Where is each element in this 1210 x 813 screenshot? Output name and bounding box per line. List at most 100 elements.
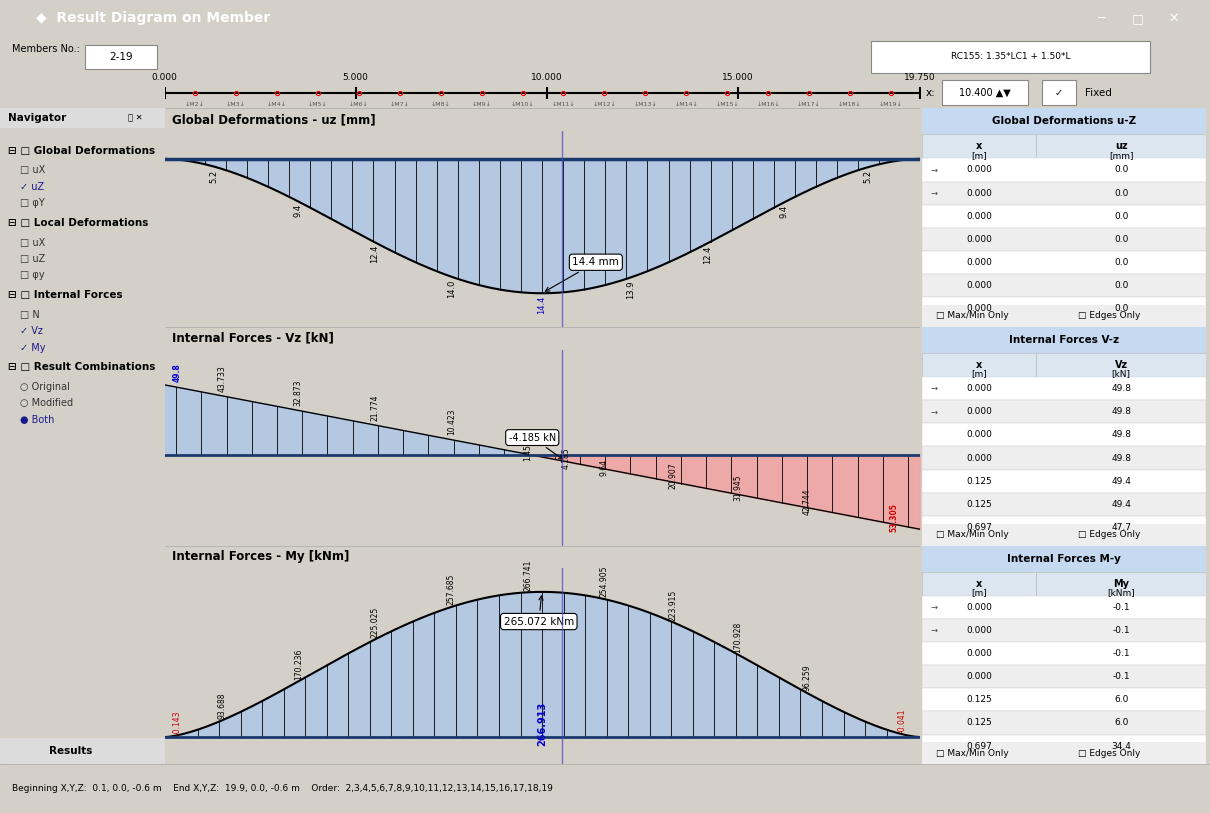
Text: 225.025: 225.025	[370, 606, 379, 638]
Text: -0.1: -0.1	[1112, 672, 1130, 681]
Bar	[922, 572, 1206, 596]
Text: x: x	[975, 579, 983, 589]
Bar	[922, 619, 1206, 642]
Text: ↓M5↓: ↓M5↓	[309, 102, 328, 107]
Text: □ φy: □ φy	[19, 271, 45, 280]
Text: 0.000: 0.000	[966, 626, 992, 635]
Bar	[922, 524, 1206, 546]
Text: 0.0: 0.0	[1114, 211, 1128, 220]
Bar	[922, 251, 1206, 274]
Text: Internal Forces M-y: Internal Forces M-y	[1007, 554, 1122, 563]
Text: x:: x:	[926, 88, 935, 98]
Text: ↓M4↓: ↓M4↓	[267, 102, 287, 107]
Text: ↓M11↓: ↓M11↓	[552, 102, 575, 107]
Text: □ uX: □ uX	[19, 237, 45, 248]
Text: ─: ─	[1097, 12, 1105, 24]
Text: 0.0: 0.0	[1114, 281, 1128, 290]
Text: x: x	[975, 360, 983, 370]
Text: [kNm]: [kNm]	[1107, 588, 1135, 597]
Text: →: →	[930, 189, 938, 198]
Text: 19.750: 19.750	[904, 73, 935, 82]
Text: 5.000: 5.000	[342, 73, 369, 82]
Bar	[922, 400, 1206, 424]
Text: 9.4: 9.4	[779, 206, 789, 219]
Text: 1.454: 1.454	[523, 440, 532, 461]
Text: My: My	[1113, 579, 1129, 589]
Text: ↓M14↓: ↓M14↓	[674, 102, 698, 107]
Text: 257.685: 257.685	[446, 574, 456, 606]
Text: □ Max/Min Only: □ Max/Min Only	[937, 311, 1009, 320]
Text: Internal Forces - My [kNm]: Internal Forces - My [kNm]	[172, 550, 350, 563]
Bar	[1036, 572, 1206, 596]
Text: ↓M12↓: ↓M12↓	[593, 102, 616, 107]
Text: 4.185: 4.185	[561, 447, 570, 468]
Text: 34.4: 34.4	[1111, 741, 1131, 750]
Text: 223.915: 223.915	[668, 589, 678, 620]
Text: 10.423: 10.423	[446, 409, 456, 436]
Text: □: □	[1131, 12, 1143, 24]
Text: 43.733: 43.733	[218, 365, 226, 392]
Text: 42.744: 42.744	[802, 488, 812, 515]
Text: 0.000: 0.000	[966, 235, 992, 244]
Text: 0.697: 0.697	[966, 523, 992, 532]
Text: -0.1: -0.1	[1112, 626, 1130, 635]
Text: 20.907: 20.907	[668, 463, 678, 489]
Bar	[922, 327, 1206, 353]
Text: 49.4: 49.4	[1111, 500, 1131, 509]
Text: 254.905: 254.905	[600, 566, 609, 598]
Text: 265.072 kNm: 265.072 kNm	[503, 596, 574, 627]
Bar	[922, 515, 1206, 539]
Text: 0.0: 0.0	[1114, 235, 1128, 244]
Text: 49.8: 49.8	[1111, 454, 1131, 463]
Text: Navigator: Navigator	[8, 113, 67, 123]
Bar	[0, 738, 165, 764]
Text: 0.125: 0.125	[966, 695, 992, 704]
Bar	[922, 228, 1206, 251]
Text: 0.125: 0.125	[966, 719, 992, 728]
Text: 0.0: 0.0	[1114, 166, 1128, 175]
Text: →: →	[930, 407, 938, 416]
Text: 0.000: 0.000	[966, 430, 992, 439]
Text: ◆  Result Diagram on Member: ◆ Result Diagram on Member	[36, 11, 271, 25]
Text: 14.0: 14.0	[446, 280, 456, 298]
Text: 0.0: 0.0	[1114, 189, 1128, 198]
Bar	[922, 711, 1206, 734]
Text: 0.000: 0.000	[151, 73, 178, 82]
Text: 12.4: 12.4	[703, 246, 711, 264]
FancyBboxPatch shape	[943, 80, 1027, 105]
Text: [m]: [m]	[970, 150, 987, 159]
Text: □ uX: □ uX	[19, 166, 45, 176]
Text: ↓M2↓: ↓M2↓	[185, 102, 204, 107]
Text: 14.4: 14.4	[537, 296, 547, 315]
Bar	[922, 665, 1206, 689]
Text: 0.000: 0.000	[966, 672, 992, 681]
Text: ↓M18↓: ↓M18↓	[839, 102, 862, 107]
Text: ↓M16↓: ↓M16↓	[756, 102, 780, 107]
Text: 53.305: 53.305	[889, 503, 899, 533]
Bar	[922, 546, 1206, 572]
Text: [mm]: [mm]	[1108, 150, 1134, 159]
Bar	[922, 470, 1206, 493]
Text: 170.928: 170.928	[733, 622, 743, 653]
Text: ✕: ✕	[1169, 12, 1179, 24]
Text: 96.259: 96.259	[802, 665, 812, 691]
Text: ✓: ✓	[1055, 88, 1064, 98]
Text: 49.4: 49.4	[1111, 476, 1131, 485]
Text: -0.1: -0.1	[1112, 649, 1130, 658]
Text: □ uZ: □ uZ	[19, 254, 45, 264]
Text: 9.4: 9.4	[294, 204, 302, 217]
Text: Fixed: Fixed	[1084, 88, 1112, 98]
Text: □ Edges Only: □ Edges Only	[1078, 311, 1141, 320]
Text: □ Edges Only: □ Edges Only	[1078, 749, 1141, 758]
Text: 6.0: 6.0	[1114, 695, 1128, 704]
Text: -4.185 kN: -4.185 kN	[508, 433, 563, 459]
Bar	[922, 446, 1206, 470]
Bar	[1036, 353, 1206, 377]
Bar	[922, 159, 1206, 181]
Bar	[922, 377, 1206, 400]
Text: 9.64: 9.64	[600, 459, 609, 476]
Text: 266.741: 266.741	[523, 559, 532, 590]
Text: 266.913: 266.913	[537, 702, 547, 746]
Text: [m]: [m]	[970, 369, 987, 378]
FancyBboxPatch shape	[1042, 80, 1076, 105]
